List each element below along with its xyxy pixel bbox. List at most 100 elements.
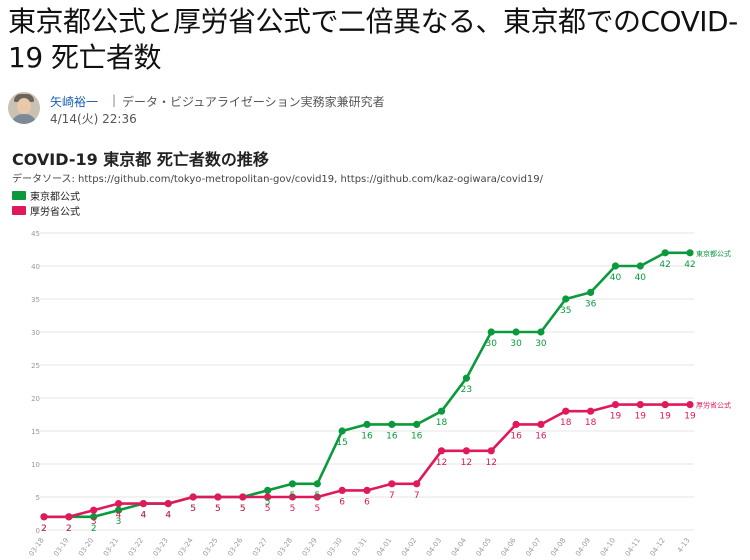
data-label-mhlw-19: 16 [510, 431, 522, 441]
x-tick-label-20: 04-07 [524, 537, 542, 558]
x-tick-label-26: 4-13 [676, 537, 692, 555]
point-mhlw-25 [662, 401, 669, 408]
data-label-tokyo-20: 30 [535, 339, 547, 349]
data-label-mhlw-16: 12 [436, 458, 447, 468]
data-label-mhlw-12: 6 [339, 497, 345, 507]
x-tick-label-14: 04-01 [375, 537, 393, 558]
data-label-mhlw-0: 2 [41, 524, 47, 534]
x-tick-label-8: 03-26 [226, 536, 245, 558]
data-label-tokyo-22: 36 [585, 299, 597, 309]
x-tick-label-18: 04-05 [475, 537, 493, 558]
data-label-mhlw-1: 2 [66, 524, 72, 534]
data-label-mhlw-18: 12 [486, 458, 497, 468]
point-mhlw-12 [339, 487, 346, 494]
point-tokyo-12 [339, 427, 346, 434]
y-tick-label-35: 35 [31, 296, 40, 304]
x-tick-label-23: 04-10 [599, 537, 617, 558]
y-tick-label-10: 10 [31, 461, 40, 469]
data-label-tokyo-12: 15 [336, 438, 347, 448]
point-tokyo-10 [289, 480, 296, 487]
point-tokyo-18 [488, 328, 495, 335]
data-label-mhlw-3: 4 [116, 511, 122, 521]
x-tick-label-15: 04-02 [400, 537, 418, 558]
x-tick-label-10: 03-28 [276, 537, 294, 558]
x-tick-label-11: 03-29 [301, 537, 319, 558]
data-label-mhlw-4: 4 [141, 511, 147, 521]
x-tick-label-12: 03-30 [326, 537, 344, 558]
point-mhlw-7 [214, 493, 221, 500]
data-label-tokyo-14: 16 [386, 431, 398, 441]
data-label-tokyo-19: 30 [510, 339, 522, 349]
data-label-mhlw-8: 5 [240, 504, 246, 514]
x-tick-label-21: 04-08 [549, 537, 567, 558]
data-label-mhlw-11: 5 [314, 504, 320, 514]
data-label-mhlw-21: 18 [560, 418, 572, 428]
x-tick-label-13: 03-31 [350, 537, 368, 558]
data-label-tokyo-10: 5 [290, 491, 296, 501]
point-mhlw-3 [115, 500, 122, 507]
x-tick-label-16: 04-03 [425, 537, 443, 558]
y-tick-label-0: 0 [36, 527, 40, 535]
data-label-mhlw-9: 5 [265, 504, 271, 514]
x-tick-label-24: 04-11 [624, 537, 642, 558]
point-mhlw-18 [488, 447, 495, 454]
y-tick-label-25: 25 [31, 362, 40, 370]
data-label-tokyo-21: 35 [560, 306, 571, 316]
data-label-mhlw-24: 19 [635, 412, 647, 422]
series-end-label-tokyo: 東京都公式 [696, 249, 731, 258]
x-tick-label-4: 03-22 [127, 537, 145, 558]
y-tick-label-45: 45 [31, 230, 40, 238]
point-tokyo-21 [562, 295, 569, 302]
point-mhlw-1 [65, 513, 72, 520]
data-label-mhlw-13: 6 [364, 497, 370, 507]
point-tokyo-19 [512, 328, 519, 335]
data-label-mhlw-10: 5 [290, 504, 296, 514]
point-mhlw-2 [90, 507, 97, 514]
point-mhlw-5 [165, 500, 172, 507]
x-tick-label-22: 04-09 [574, 537, 592, 558]
data-label-mhlw-26: 19 [684, 412, 696, 422]
point-mhlw-4 [140, 500, 147, 507]
point-tokyo-9 [264, 487, 271, 494]
x-tick-label-5: 03-23 [152, 537, 170, 558]
point-tokyo-25 [662, 249, 669, 256]
point-mhlw-22 [587, 408, 594, 415]
x-tick-label-17: 04-04 [450, 536, 469, 558]
data-label-mhlw-25: 19 [659, 412, 671, 422]
point-mhlw-8 [239, 493, 246, 500]
data-label-tokyo-17: 23 [461, 385, 472, 395]
point-mhlw-20 [537, 421, 544, 428]
point-mhlw-0 [40, 513, 47, 520]
x-tick-label-9: 03-27 [251, 537, 269, 558]
data-label-tokyo-15: 16 [411, 431, 423, 441]
point-mhlw-21 [562, 408, 569, 415]
data-label-tokyo-23: 40 [610, 273, 622, 283]
data-label-tokyo-25: 42 [659, 260, 670, 270]
data-label-tokyo-16: 18 [436, 418, 448, 428]
series-end-label-mhlw: 厚労省公式 [696, 401, 731, 410]
x-tick-label-0: 03-18 [27, 537, 45, 558]
point-mhlw-13 [363, 487, 370, 494]
point-mhlw-26 [686, 401, 693, 408]
x-tick-label-3: 03-21 [102, 537, 120, 558]
data-label-mhlw-5: 4 [165, 511, 171, 521]
point-tokyo-20 [537, 328, 544, 335]
data-label-mhlw-23: 19 [610, 412, 622, 422]
y-tick-label-20: 20 [31, 395, 40, 403]
data-label-tokyo-26: 42 [684, 260, 695, 270]
point-mhlw-19 [512, 421, 519, 428]
point-tokyo-17 [463, 375, 470, 382]
data-label-tokyo-11: 5 [314, 491, 320, 501]
x-tick-label-19: 04-06 [499, 536, 518, 558]
point-mhlw-15 [413, 480, 420, 487]
point-mhlw-16 [438, 447, 445, 454]
point-mhlw-6 [189, 493, 196, 500]
data-label-mhlw-17: 12 [461, 458, 472, 468]
point-tokyo-24 [637, 262, 644, 269]
x-tick-label-25: 04-12 [649, 537, 667, 558]
x-tick-label-2: 03-20 [77, 537, 95, 558]
data-label-mhlw-6: 5 [190, 504, 196, 514]
point-tokyo-26 [686, 249, 693, 256]
data-label-mhlw-15: 7 [414, 491, 420, 501]
